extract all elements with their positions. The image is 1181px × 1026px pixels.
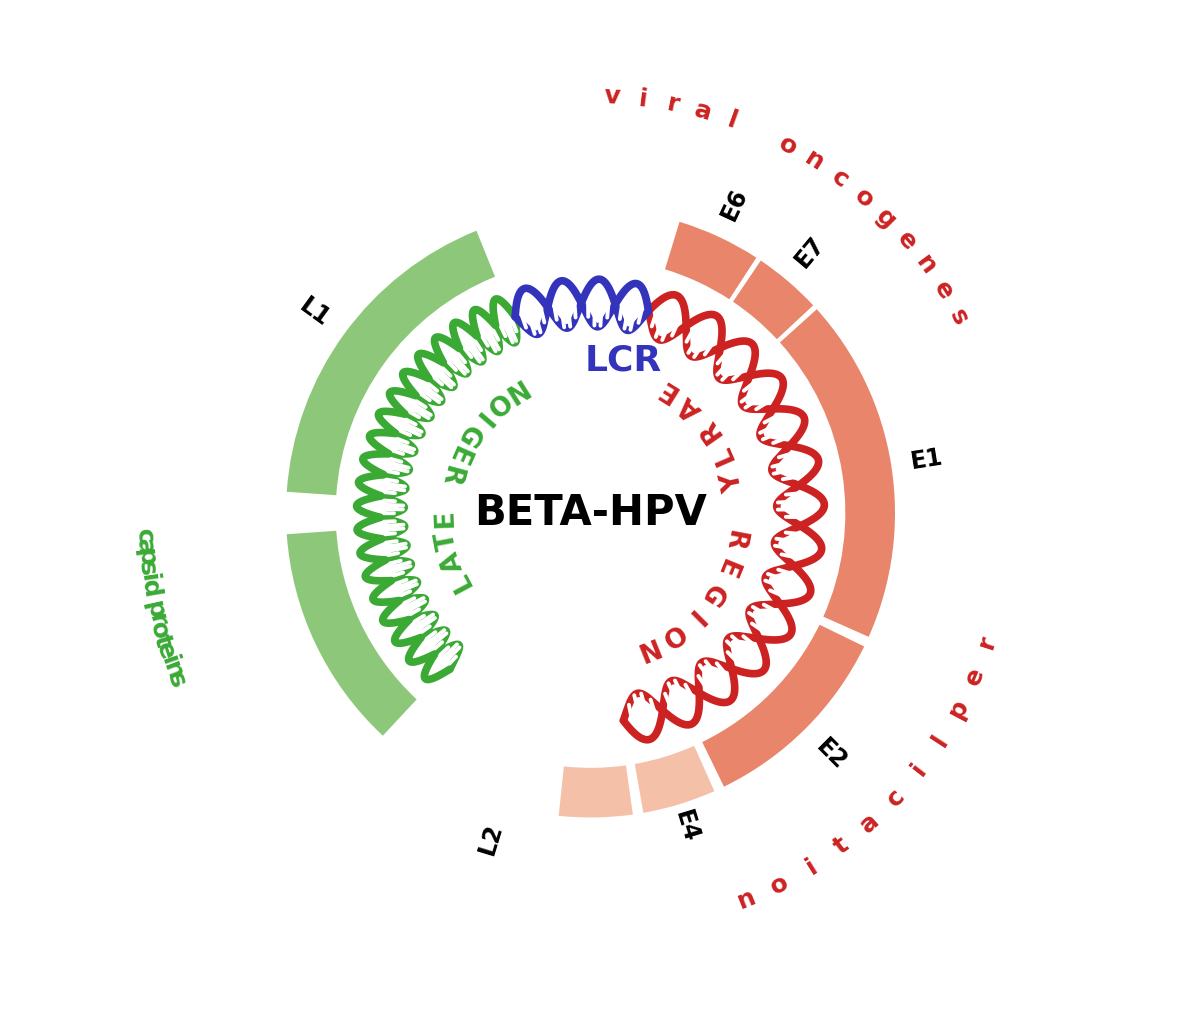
Text: r: r bbox=[974, 632, 1000, 652]
Text: T: T bbox=[433, 529, 462, 552]
Text: A: A bbox=[437, 548, 469, 576]
Text: L: L bbox=[446, 567, 477, 595]
Text: o: o bbox=[766, 870, 792, 899]
Text: E: E bbox=[442, 441, 472, 468]
Text: r: r bbox=[665, 91, 681, 117]
Text: e: e bbox=[151, 639, 180, 663]
Text: o: o bbox=[775, 131, 802, 160]
Text: LCR: LCR bbox=[585, 344, 663, 378]
Text: i: i bbox=[156, 653, 182, 669]
Text: v: v bbox=[603, 84, 621, 109]
Text: e: e bbox=[893, 227, 921, 255]
Text: l: l bbox=[928, 729, 953, 750]
Text: s: s bbox=[135, 559, 159, 577]
Text: r: r bbox=[144, 611, 170, 629]
Text: e: e bbox=[960, 664, 988, 688]
Text: t: t bbox=[149, 631, 176, 649]
Wedge shape bbox=[287, 231, 495, 496]
Text: o: o bbox=[849, 184, 879, 212]
Text: E: E bbox=[431, 509, 458, 528]
Text: E1: E1 bbox=[909, 445, 945, 474]
Text: t: t bbox=[829, 833, 854, 859]
Text: a: a bbox=[692, 97, 715, 125]
Text: L: L bbox=[709, 442, 739, 468]
Text: i: i bbox=[907, 759, 932, 781]
Text: I: I bbox=[680, 603, 706, 629]
Text: N: N bbox=[497, 372, 529, 406]
Text: L2: L2 bbox=[475, 821, 507, 858]
Text: n: n bbox=[733, 885, 759, 914]
Text: i: i bbox=[802, 855, 822, 879]
Text: i: i bbox=[637, 87, 648, 112]
Text: G: G bbox=[694, 578, 729, 609]
Text: p: p bbox=[141, 598, 168, 621]
Text: E7: E7 bbox=[790, 232, 829, 272]
Text: s: s bbox=[945, 305, 973, 329]
Text: o: o bbox=[145, 619, 174, 641]
Text: n: n bbox=[911, 251, 941, 280]
Text: I: I bbox=[468, 405, 494, 430]
Wedge shape bbox=[287, 530, 417, 736]
Wedge shape bbox=[559, 765, 633, 818]
Text: E6: E6 bbox=[717, 185, 752, 224]
Text: Y: Y bbox=[718, 470, 748, 495]
Text: E4: E4 bbox=[670, 807, 703, 845]
Text: G: G bbox=[450, 420, 484, 451]
Text: p: p bbox=[133, 548, 158, 567]
Text: c: c bbox=[132, 528, 157, 545]
Text: E2: E2 bbox=[811, 734, 852, 774]
Wedge shape bbox=[703, 625, 864, 787]
Text: O: O bbox=[478, 385, 513, 420]
Text: c: c bbox=[827, 164, 853, 193]
Text: l: l bbox=[724, 108, 740, 133]
Text: g: g bbox=[872, 204, 901, 234]
Text: R: R bbox=[719, 527, 749, 552]
Text: p: p bbox=[944, 696, 973, 722]
Text: c: c bbox=[882, 784, 909, 811]
Text: n: n bbox=[801, 147, 829, 176]
Text: a: a bbox=[132, 538, 157, 556]
Text: L1: L1 bbox=[295, 293, 334, 331]
Wedge shape bbox=[779, 309, 895, 637]
Text: i: i bbox=[136, 573, 161, 585]
Text: n: n bbox=[158, 658, 187, 683]
Text: a: a bbox=[855, 808, 883, 837]
Text: BETA-HPV: BETA-HPV bbox=[474, 492, 707, 534]
Wedge shape bbox=[634, 746, 715, 813]
Wedge shape bbox=[733, 261, 814, 340]
Text: R: R bbox=[435, 462, 465, 488]
Text: N: N bbox=[629, 632, 660, 664]
Text: O: O bbox=[654, 618, 687, 652]
Wedge shape bbox=[665, 222, 756, 300]
Text: d: d bbox=[137, 578, 163, 600]
Text: s: s bbox=[162, 669, 190, 692]
Text: E: E bbox=[710, 555, 740, 581]
Text: E: E bbox=[653, 373, 683, 405]
Text: A: A bbox=[674, 391, 707, 424]
Text: e: e bbox=[928, 277, 958, 305]
Text: R: R bbox=[693, 413, 726, 445]
